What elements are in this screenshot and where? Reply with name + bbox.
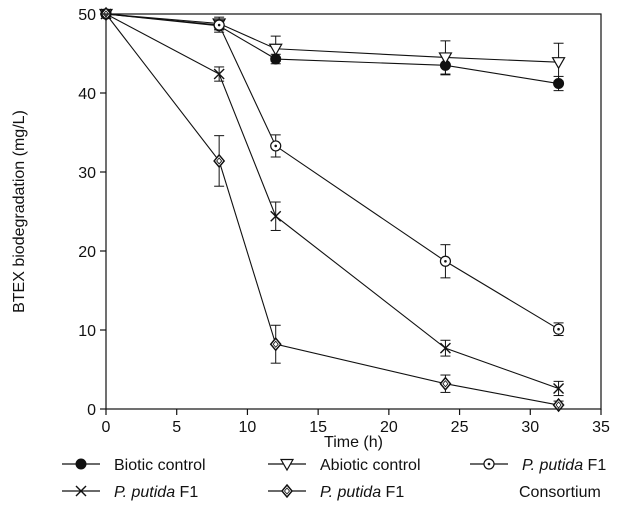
- legend-label-suffix: F1: [175, 484, 198, 501]
- x-axis-title: Time (h): [324, 434, 383, 451]
- data-point: [551, 57, 566, 70]
- legend-label: P. putida F1: [522, 457, 606, 474]
- y-tick-label: 0: [87, 402, 96, 419]
- axes: 0 5 10 15 20 25 30 35 0 10 20 30 40 50: [78, 7, 610, 436]
- series-5: [100, 6, 565, 413]
- x-tick-label: 5: [172, 419, 181, 436]
- data-point: [268, 43, 283, 56]
- legend-label-line2: Consortium: [519, 484, 601, 501]
- x-tick-label: 15: [309, 419, 327, 436]
- legend-label: P. putida F1: [114, 484, 198, 501]
- legend-label: Biotic control: [114, 457, 206, 474]
- data-point: [269, 337, 282, 352]
- plot-frame: [105, 13, 602, 410]
- series-4: [100, 8, 565, 397]
- y-tick-label: 40: [78, 86, 96, 103]
- x-tick-label: 25: [451, 419, 469, 436]
- legend-label-italic: P. putida: [114, 484, 175, 501]
- legend-label-suffix: F1: [381, 484, 404, 501]
- legend-marker: [279, 458, 295, 472]
- data-point: [213, 68, 225, 80]
- data-point: [270, 140, 282, 152]
- legend-item-2: Abiotic control: [268, 457, 421, 474]
- data-point: [553, 382, 565, 394]
- legend-item-3: P. putida F1: [470, 457, 606, 474]
- data-point: [213, 153, 226, 169]
- data-point: [552, 323, 565, 335]
- x-tick-label: 30: [521, 419, 539, 436]
- series-3: [100, 8, 565, 337]
- data-point: [439, 342, 451, 354]
- legend-label-italic: P. putida: [320, 484, 381, 501]
- legend-item-5: P. putida F1 Consortium: [268, 483, 601, 501]
- plot-area: [98, 6, 566, 413]
- y-tick-label: 50: [78, 7, 96, 24]
- legend-label: Abiotic control: [320, 457, 421, 474]
- legend-label-suffix: F1: [583, 457, 606, 474]
- data-point: [552, 397, 565, 413]
- data-point: [439, 255, 452, 267]
- legend-marker: [75, 458, 87, 470]
- series-line: [105, 13, 559, 85]
- x-tick-label: 35: [592, 419, 610, 436]
- x-tick-label: 20: [380, 419, 398, 436]
- legend-label-italic: P. putida: [522, 457, 583, 474]
- data-point: [270, 210, 282, 222]
- data-point: [438, 52, 453, 65]
- series-1: [100, 8, 565, 92]
- y-tick-label: 10: [78, 323, 96, 340]
- legend: Biotic control Abiotic control P. putida F…: [62, 457, 606, 501]
- legend-label: P. putida F1: [320, 484, 404, 501]
- y-axis-title: BTEX biodegradation (mg/L): [11, 110, 28, 313]
- legend-item-1: Biotic control: [62, 457, 206, 474]
- y-tick-label: 30: [78, 165, 96, 182]
- data-point: [213, 19, 225, 31]
- x-tick-label: 0: [102, 419, 111, 436]
- x-tick-label: 10: [239, 419, 257, 436]
- y-tick-label: 20: [78, 244, 96, 261]
- series-line: [105, 13, 559, 389]
- legend-item-4: P. putida F1: [62, 484, 198, 501]
- legend-marker: [281, 483, 293, 499]
- data-point: [439, 376, 452, 391]
- legend-marker: [483, 458, 495, 470]
- legend-marker: [75, 485, 87, 497]
